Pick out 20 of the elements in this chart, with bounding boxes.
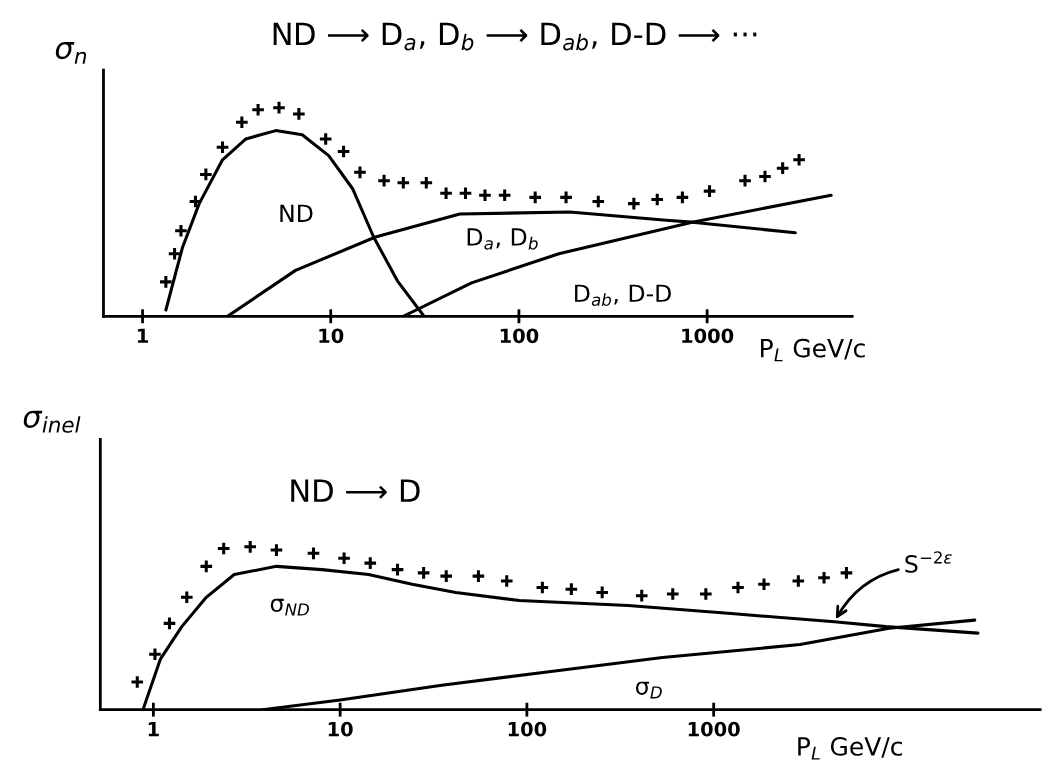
annotation: S$^{−2ε}$	[905, 551, 952, 573]
x-tick-label: 1	[148, 722, 159, 737]
x-tick-label: 1	[137, 328, 148, 343]
series-label: ND	[280, 204, 313, 222]
series-label: D$_{a}$, D$_{b}$	[467, 228, 538, 250]
y-axis-title: σ$_{n}$	[55, 42, 87, 64]
y-axis-title: σ$_{inel}$	[23, 410, 81, 433]
x-tick-label: 100	[500, 328, 539, 344]
series-label: σ$_{D}$	[635, 681, 662, 699]
x-tick-label: 1000	[682, 328, 734, 344]
x-tick-label: 10	[319, 328, 344, 344]
series-label: σ$_{ND}$	[270, 598, 309, 616]
x-axis-title: P$_{L}$ GeV/c	[761, 338, 865, 362]
x-tick-label: 1000	[688, 721, 740, 737]
text: ND ⟶ D	[291, 479, 420, 502]
x-axis-title: P$_{L}$ GeV/c	[798, 736, 902, 760]
series-label: D$_{ab}$, D-D	[575, 284, 671, 306]
x-tick-label: 100	[508, 721, 547, 737]
x-tick-label: 10	[328, 721, 353, 737]
chart-title: ND ⟶ D$_{a}$, D$_{b}$ ⟶ D$_{ab}$, D-D ⟶ ···	[273, 22, 757, 51]
